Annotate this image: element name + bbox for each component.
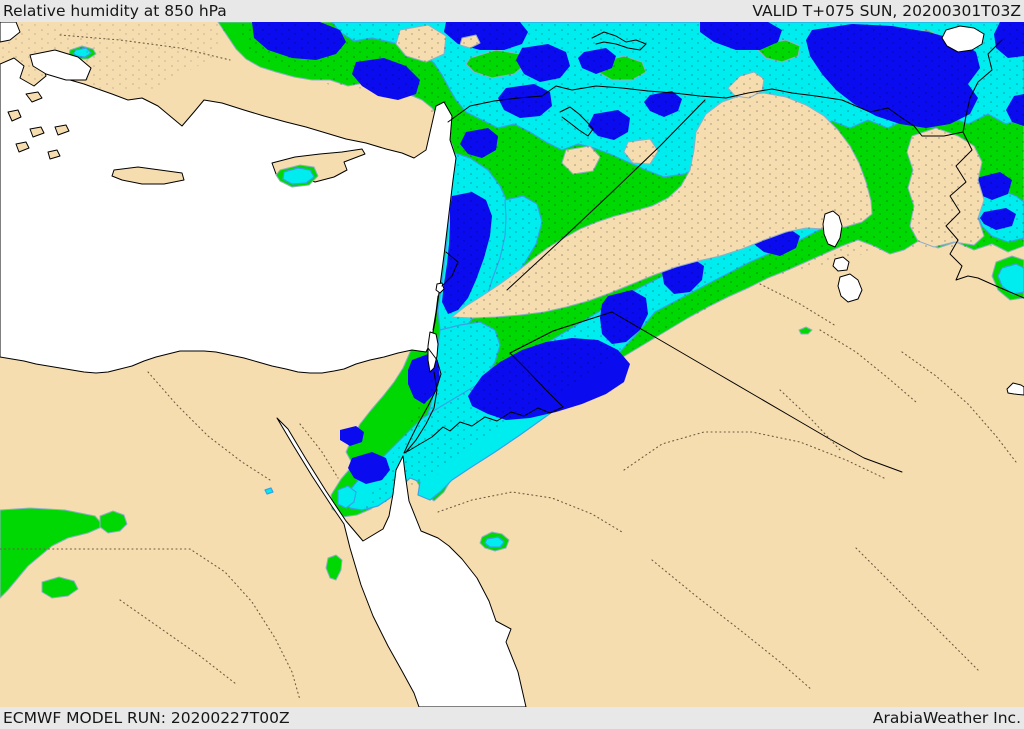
turkey-iran-border (962, 39, 1003, 133)
redsea-green-blob (325, 554, 343, 581)
iran-small-cyan (997, 263, 1024, 295)
keban-squiggle (591, 31, 647, 51)
cyprus-cyan-core (282, 167, 315, 185)
arava-border (405, 371, 438, 453)
header-bar: Relative humidity at 850 hPa VALID T+075… (0, 0, 1024, 22)
valid-time-label: VALID T+075 SUN, 20200301T03Z (752, 2, 1021, 20)
lake-habbaniyah (832, 256, 850, 272)
lake-razzaza (837, 273, 863, 303)
egypt-green-blob-2 (99, 510, 128, 534)
sea-layer (0, 22, 1024, 707)
egypt-cyan-dash (264, 487, 274, 495)
islands-layer (7, 91, 366, 188)
syria-iraq-border (506, 99, 706, 291)
page-title: Relative humidity at 850 hPa (3, 2, 227, 20)
band-tip-cyan (337, 485, 357, 509)
sea-of-marmara (29, 49, 92, 81)
turkey-iraq-border (869, 107, 964, 137)
lake-van (941, 25, 985, 53)
model-run-label: ECMWF MODEL RUN: 20200227T00Z (3, 709, 290, 727)
iraq-iran-border (945, 131, 1024, 299)
jordan-east-border (509, 311, 613, 354)
map-area (0, 22, 1024, 707)
jordan-river-line (432, 295, 439, 331)
humidity-map-canvas (0, 22, 1024, 707)
rhodes-island (111, 166, 185, 185)
teardrop-cyan-core (484, 536, 505, 548)
turkey-syria-border (447, 85, 871, 123)
iraq-green-dash (798, 326, 813, 335)
egypt-green-blob-1 (0, 507, 105, 599)
brand-label: ArabiaWeather Inc. (872, 709, 1021, 727)
borders-layer (403, 31, 1024, 473)
mediterranean-sea (0, 57, 457, 374)
footer-bar: ECMWF MODEL RUN: 20200227T00Z ArabiaWeat… (0, 707, 1024, 729)
lake-tharthar (822, 210, 843, 248)
terrain-dots-layer (0, 34, 1017, 701)
red-sea (276, 417, 527, 707)
jordan-saudi-border (403, 352, 564, 454)
egypt-green-blob-3 (41, 576, 79, 599)
saudi-iraq-border (611, 311, 903, 473)
lake-assad-squiggle (559, 106, 594, 137)
lakes-layer (427, 25, 985, 373)
aegean-corner (0, 22, 21, 43)
egypt-israel-border (403, 347, 442, 454)
dead-sea (427, 331, 439, 373)
lebanon-border (441, 251, 459, 287)
gulf-tip (1006, 382, 1024, 396)
